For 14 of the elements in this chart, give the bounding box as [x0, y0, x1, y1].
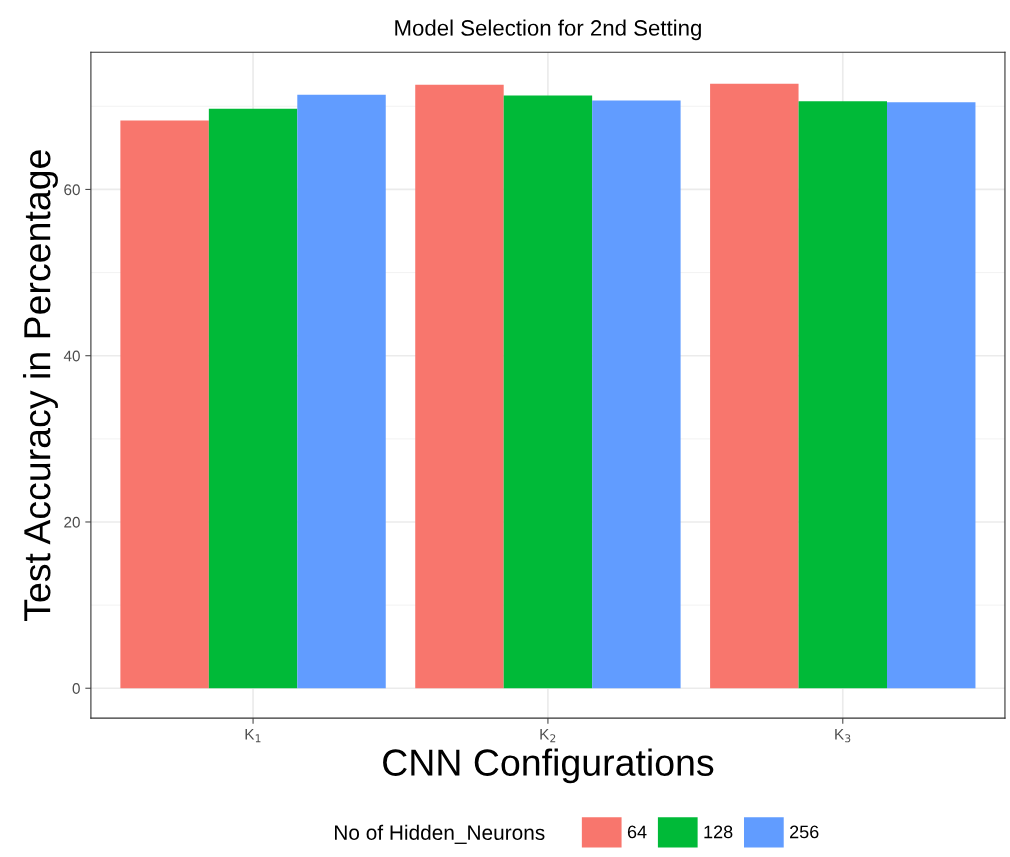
x-tick-label: K$_{1}$: [245, 729, 261, 743]
chart-title: Model Selection for 2nd Setting: [395, 19, 701, 41]
legend-title: No of Hidden_Neurons: [335, 824, 545, 844]
legend-label: 128: [704, 825, 733, 839]
y-tick-label: 20: [64, 516, 80, 528]
x-tick-label: K$_{3}$: [835, 729, 851, 743]
y-axis-title: Test Accuracy in Percentage: [22, 150, 58, 621]
y-tick-label: 40: [63, 350, 80, 362]
y-tick-label: 60: [64, 184, 80, 196]
legend-label: 64: [627, 825, 647, 839]
y-tick-label: 0: [72, 683, 80, 694]
x-axis-title: CNN Configurations: [383, 748, 714, 784]
legend-label: 256: [790, 825, 819, 839]
x-tick-label: K$_{2}$: [540, 729, 556, 743]
